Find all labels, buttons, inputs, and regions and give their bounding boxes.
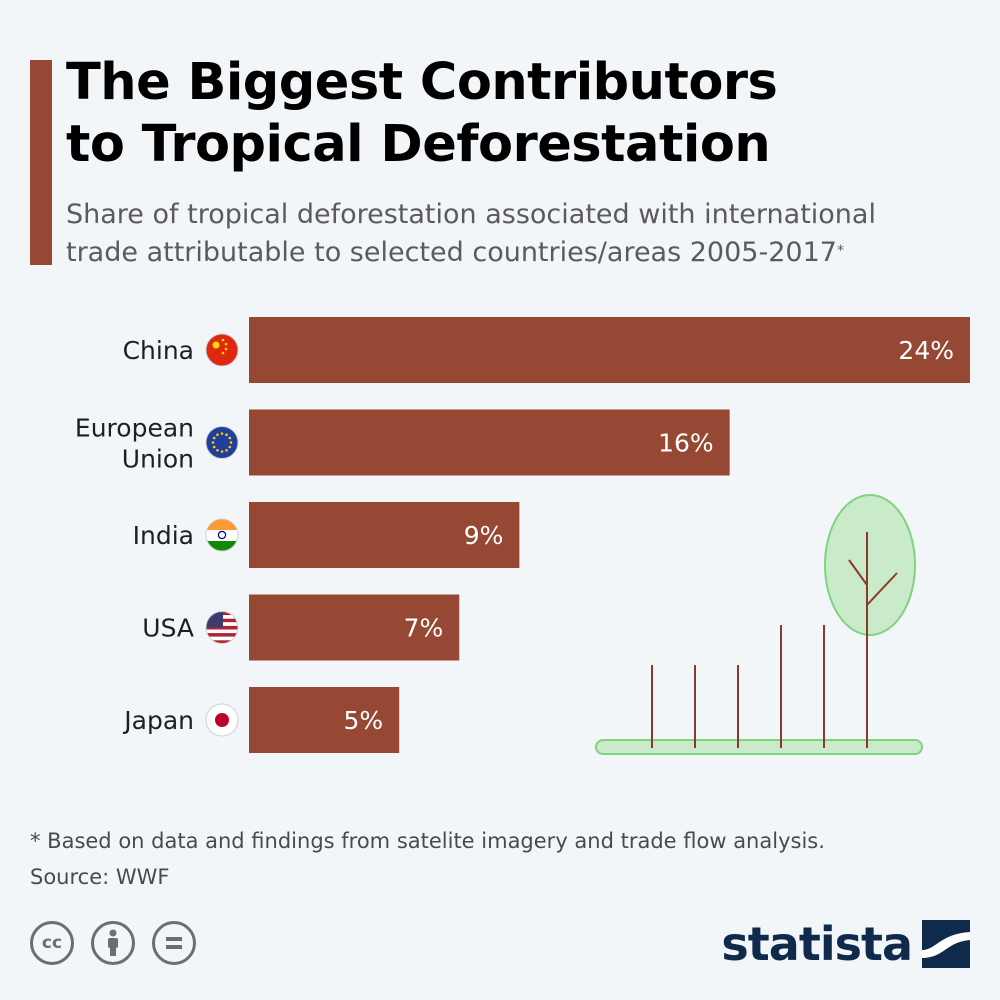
bar-row: 5% Japan [122, 687, 400, 753]
category-label: China [123, 336, 194, 365]
bar-value-label: 24% [898, 336, 954, 365]
usa-flag-icon [205, 611, 239, 644]
subtitle-footnote-mark: * [836, 243, 844, 259]
brand-wordmark: statista [721, 917, 913, 971]
bars-layer: 24% China 16% European Union 9% India 7% USA 5% Ja… [75, 317, 970, 753]
bar [249, 409, 730, 476]
title-accent-bar [30, 60, 52, 265]
china-flag-icon [205, 333, 239, 367]
subtitle-line-1: Share of tropical deforestation associat… [66, 199, 876, 230]
bar-value-label: 9% [464, 521, 504, 550]
bar-row: 24% China [123, 317, 970, 383]
category-label-line: Union [122, 445, 194, 474]
footnote: * Based on data and findings from sateli… [30, 829, 825, 853]
bar-value-label: 7% [404, 614, 444, 643]
title-line-1: The Biggest Contributors [66, 53, 778, 112]
bar-row: 7% USA [142, 594, 460, 661]
title-line-2: to Tropical Deforestation [66, 115, 771, 174]
chart-title: The Biggest Contributors to Tropical Def… [66, 52, 986, 176]
bar [249, 687, 400, 753]
no-derivatives-icon[interactable] [152, 921, 197, 965]
category-label: Japan [122, 706, 194, 735]
japan-flag-icon [205, 703, 239, 737]
attribution-icon[interactable] [91, 921, 136, 965]
bar-value-label: 16% [658, 429, 714, 458]
ground-strip [595, 739, 923, 755]
category-label-line: European [75, 414, 194, 443]
category-label: USA [142, 614, 194, 643]
eu-flag-icon [205, 426, 239, 459]
cc-icon[interactable]: cc [30, 921, 74, 965]
bar [249, 317, 970, 383]
source-note: Source: WWF [30, 865, 170, 889]
tree-illustration [595, 494, 923, 755]
tree-crown [824, 494, 916, 636]
subtitle-line-2: trade attributable to selected countries… [66, 237, 837, 268]
statista-mark-icon [922, 920, 970, 968]
category-label: European Union [75, 414, 194, 474]
india-flag-icon [205, 518, 239, 552]
bar-row: 16% European Union [75, 409, 730, 476]
chart-subtitle: Share of tropical deforestation associat… [66, 196, 991, 272]
bar-row: 9% India [133, 502, 520, 568]
category-label: India [133, 521, 194, 550]
bar [249, 594, 460, 661]
tree-branch-left [848, 559, 868, 586]
bar-value-label: 5% [344, 706, 384, 735]
bar [249, 502, 520, 568]
bar-chart: 24% China 16% European Union 9% India 7% USA 5% Ja… [75, 317, 970, 755]
statista-logo[interactable]: statista [721, 916, 970, 972]
license-icons: cc [30, 921, 208, 971]
tree-branch-right [866, 572, 898, 606]
